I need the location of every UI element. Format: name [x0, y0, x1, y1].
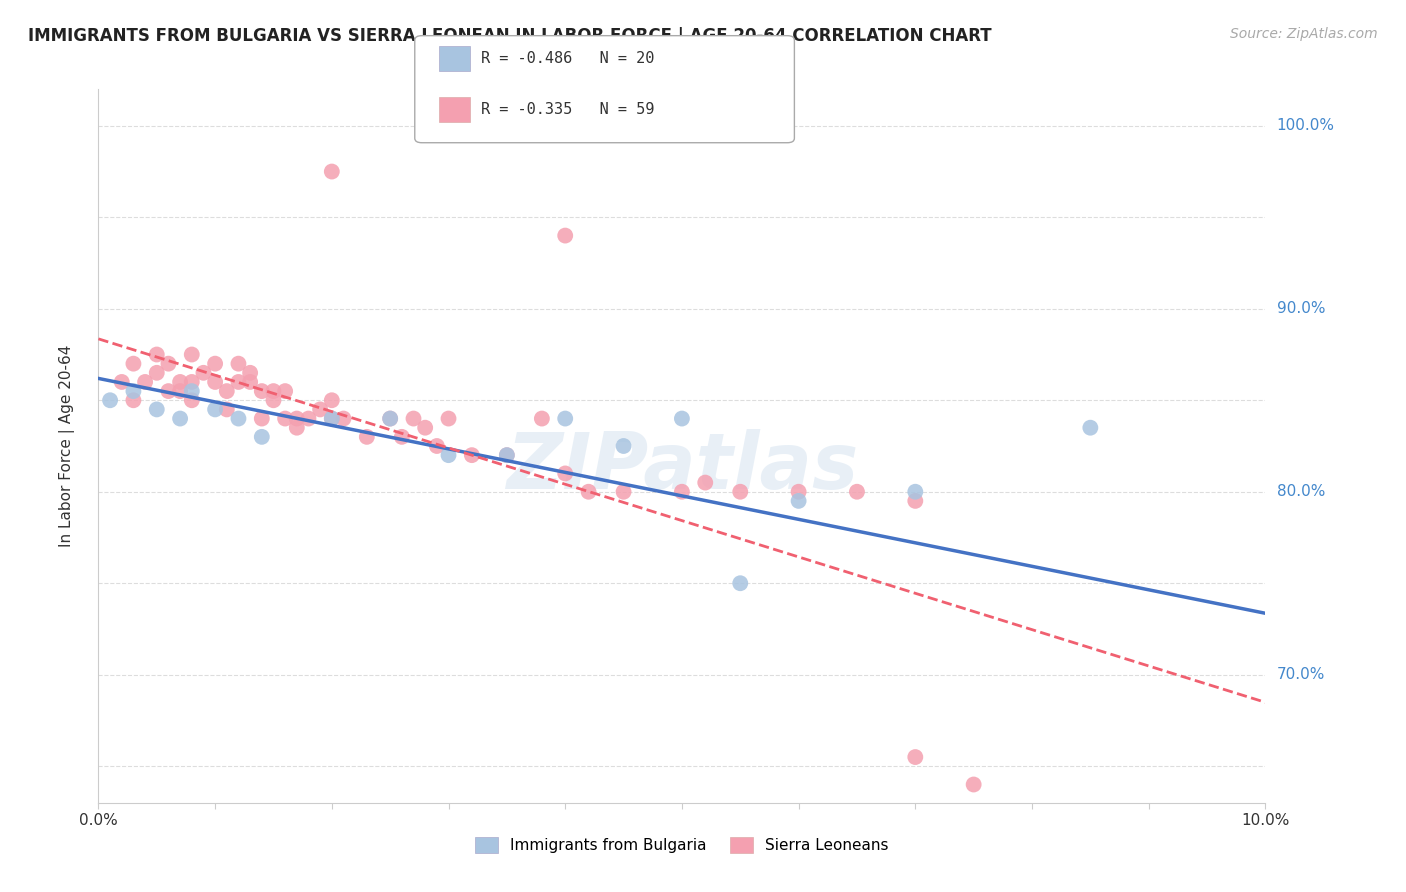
Point [146, 366, 169, 380]
Point [228, 375, 250, 389]
Point [122, 357, 145, 371]
Point [297, 411, 319, 425]
Point [321, 411, 343, 425]
Point [321, 411, 343, 425]
Point [204, 375, 226, 389]
Point [309, 402, 332, 417]
Y-axis label: In Labor Force | Age 20-64: In Labor Force | Age 20-64 [59, 345, 75, 547]
Text: Source: ZipAtlas.com: Source: ZipAtlas.com [1230, 27, 1378, 41]
Point [180, 375, 202, 389]
Point [730, 576, 752, 591]
Point [122, 384, 145, 398]
Point [193, 366, 215, 380]
Point [904, 484, 927, 499]
Point [262, 384, 284, 398]
Text: 100.0%: 100.0% [1277, 119, 1334, 133]
Point [356, 430, 378, 444]
Text: IMMIGRANTS FROM BULGARIA VS SIERRA LEONEAN IN LABOR FORCE | AGE 20-64 CORRELATIO: IMMIGRANTS FROM BULGARIA VS SIERRA LEONE… [28, 27, 991, 45]
Point [239, 375, 262, 389]
Point [496, 448, 519, 462]
Point [169, 384, 191, 398]
Text: R = -0.486   N = 20: R = -0.486 N = 20 [481, 52, 654, 66]
Point [554, 467, 576, 481]
Point [787, 494, 810, 508]
Point [612, 484, 634, 499]
Point [437, 448, 460, 462]
Point [239, 366, 262, 380]
Point [228, 411, 250, 425]
Point [554, 228, 576, 243]
Point [250, 411, 273, 425]
Text: 80.0%: 80.0% [1277, 484, 1324, 500]
Point [321, 164, 343, 178]
Point [146, 402, 169, 417]
Point [111, 375, 134, 389]
Point [285, 411, 308, 425]
Point [250, 430, 273, 444]
Point [695, 475, 717, 490]
Point [274, 411, 297, 425]
Point [332, 411, 354, 425]
Point [846, 484, 869, 499]
Point [215, 384, 238, 398]
Point [204, 402, 226, 417]
Point [578, 484, 600, 499]
Point [426, 439, 449, 453]
Text: ZIPatlas: ZIPatlas [506, 429, 858, 506]
Point [204, 357, 226, 371]
Text: R = -0.335   N = 59: R = -0.335 N = 59 [481, 103, 654, 117]
Point [671, 805, 693, 819]
Point [1080, 420, 1102, 434]
Point [180, 393, 202, 408]
Point [215, 402, 238, 417]
Point [134, 375, 156, 389]
Point [157, 357, 180, 371]
Point [285, 420, 308, 434]
Point [157, 384, 180, 398]
Point [461, 448, 484, 462]
Point [250, 384, 273, 398]
Point [787, 484, 810, 499]
Point [321, 393, 343, 408]
Point [180, 384, 202, 398]
Point [413, 420, 436, 434]
Point [180, 347, 202, 361]
Point [169, 411, 191, 425]
Point [612, 439, 634, 453]
Legend: Immigrants from Bulgaria, Sierra Leoneans: Immigrants from Bulgaria, Sierra Leonean… [470, 831, 894, 859]
Point [380, 411, 402, 425]
Text: 90.0%: 90.0% [1277, 301, 1324, 317]
Point [671, 484, 693, 499]
Point [437, 411, 460, 425]
Point [554, 411, 576, 425]
Point [671, 411, 693, 425]
Point [146, 347, 169, 361]
Point [904, 750, 927, 764]
Point [496, 448, 519, 462]
Point [169, 375, 191, 389]
Point [1137, 814, 1160, 829]
Point [402, 411, 425, 425]
Point [904, 494, 927, 508]
Point [122, 393, 145, 408]
Point [530, 411, 553, 425]
Point [274, 384, 297, 398]
Point [730, 484, 752, 499]
Text: 70.0%: 70.0% [1277, 667, 1324, 682]
Point [391, 430, 413, 444]
Point [228, 357, 250, 371]
Point [962, 777, 984, 791]
Point [380, 411, 402, 425]
Point [98, 393, 121, 408]
Point [262, 393, 284, 408]
